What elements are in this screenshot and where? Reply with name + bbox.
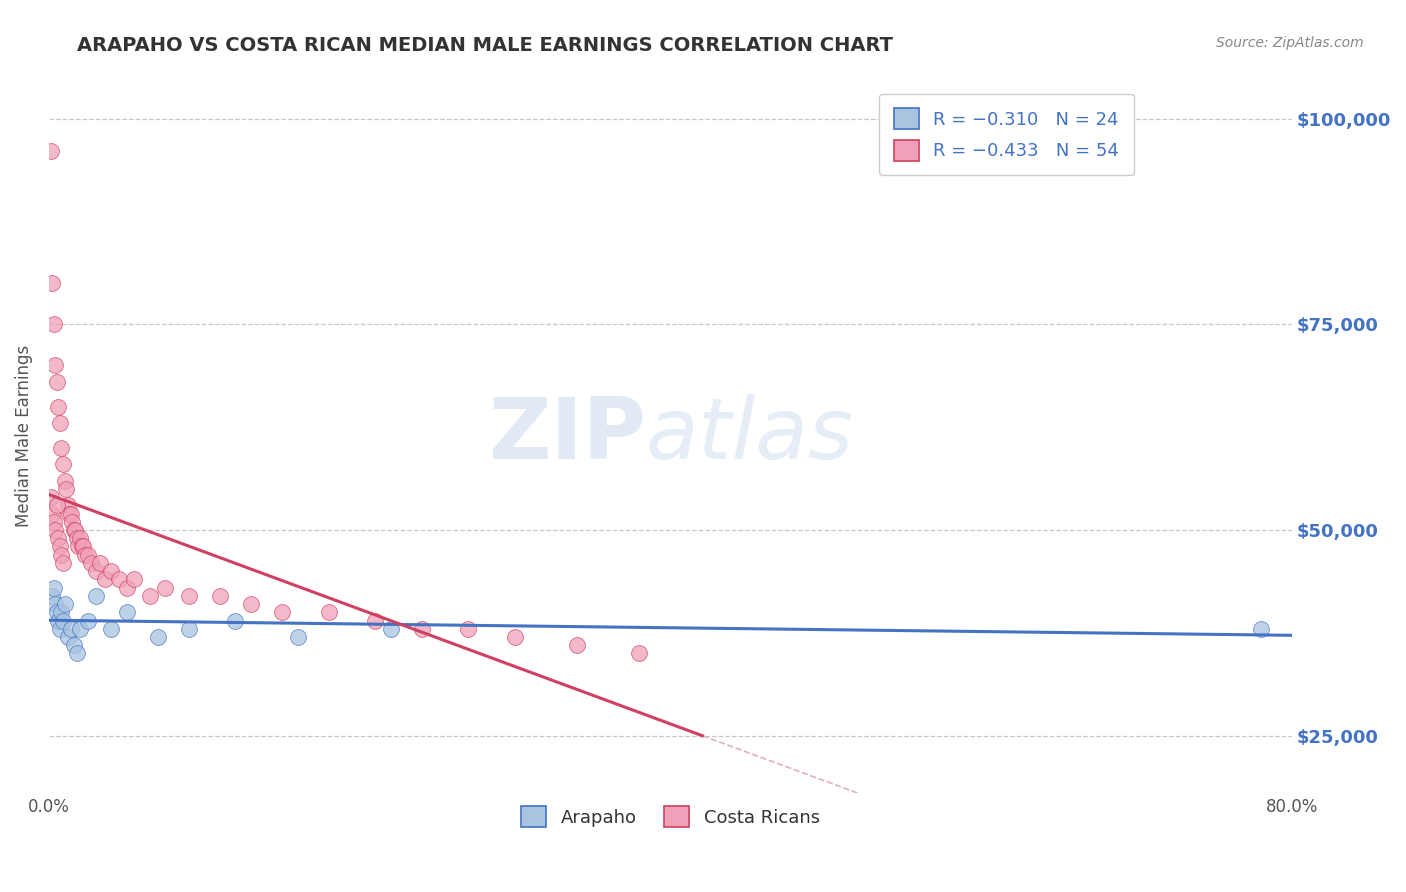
Point [69, 622, 91, 636]
Point [52, 614, 75, 628]
Point [177, 589, 200, 603]
Point [177, 622, 200, 636]
Point [124, 573, 146, 587]
Point [49, 416, 72, 430]
Point [146, 630, 169, 644]
Legend: Arapaho, Costa Ricans: Arapaho, Costa Ricans [513, 799, 827, 834]
Point [45, 375, 67, 389]
Text: ARAPAHO VS COSTA RICAN MEDIAN MALE EARNINGS CORRELATION CHART: ARAPAHO VS COSTA RICAN MEDIAN MALE EARNI… [77, 36, 893, 54]
Point [287, 630, 309, 644]
Point [80, 556, 103, 570]
Point [318, 605, 340, 619]
Point [56, 630, 79, 644]
Point [108, 573, 131, 587]
Point [60, 515, 83, 529]
Point [49, 622, 72, 636]
Point [52, 457, 75, 471]
Point [457, 622, 479, 636]
Point [41, 507, 63, 521]
Point [73, 548, 96, 562]
Point [49, 540, 72, 554]
Point [1250, 622, 1272, 636]
Point [565, 638, 588, 652]
Point [59, 622, 82, 636]
Point [51, 548, 73, 562]
Point [45, 499, 67, 513]
Point [239, 597, 262, 611]
Point [66, 647, 89, 661]
Point [84, 589, 107, 603]
Point [94, 573, 117, 587]
Point [58, 507, 80, 521]
Point [66, 531, 89, 545]
Point [224, 614, 246, 628]
Point [41, 589, 63, 603]
Point [628, 647, 651, 661]
Point [139, 589, 162, 603]
Point [89, 556, 111, 570]
Point [84, 564, 107, 578]
Point [41, 276, 63, 290]
Point [42, 515, 65, 529]
Point [44, 359, 66, 373]
Point [53, 597, 76, 611]
Point [100, 622, 122, 636]
Point [72, 540, 94, 554]
Point [100, 564, 122, 578]
Text: ZIP: ZIP [488, 394, 645, 477]
Point [63, 638, 86, 652]
Point [46, 400, 69, 414]
Point [39, 145, 62, 159]
Point [70, 540, 93, 554]
Point [364, 614, 387, 628]
Point [51, 605, 73, 619]
Point [155, 581, 177, 595]
Point [51, 441, 73, 455]
Point [67, 540, 90, 554]
Point [45, 605, 67, 619]
Point [44, 597, 66, 611]
Point [55, 482, 77, 496]
Point [503, 630, 526, 644]
Point [53, 474, 76, 488]
Point [46, 614, 69, 628]
Point [271, 605, 294, 619]
Point [46, 531, 69, 545]
Text: Source: ZipAtlas.com: Source: ZipAtlas.com [1216, 36, 1364, 50]
Point [115, 605, 138, 619]
Point [76, 548, 98, 562]
Point [52, 556, 75, 570]
Point [65, 523, 87, 537]
Point [63, 523, 86, 537]
Point [42, 318, 65, 332]
Point [44, 523, 66, 537]
Text: atlas: atlas [645, 394, 853, 477]
Point [411, 622, 433, 636]
Point [42, 581, 65, 595]
Point [115, 581, 138, 595]
Point [69, 531, 91, 545]
Point [380, 622, 402, 636]
Point [56, 499, 79, 513]
Point [59, 507, 82, 521]
Y-axis label: Median Male Earnings: Median Male Earnings [15, 344, 32, 526]
Point [76, 614, 98, 628]
Point [39, 490, 62, 504]
Point [208, 589, 231, 603]
